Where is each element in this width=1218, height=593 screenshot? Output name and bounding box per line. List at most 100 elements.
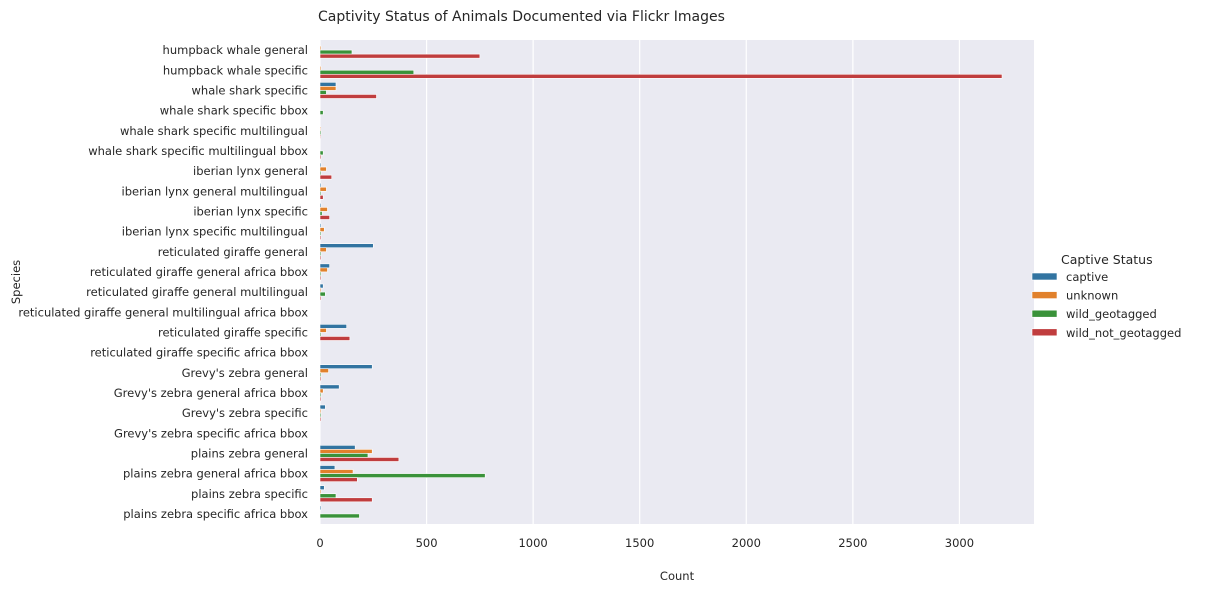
x-tick-label: 0 <box>316 536 323 550</box>
bar-wild_geotagged <box>319 170 322 176</box>
x-tick-label: 2000 <box>732 536 761 550</box>
x-tick-label: 2500 <box>838 536 867 550</box>
bar-unknown <box>319 126 321 132</box>
bar-wild_geotagged <box>319 251 322 257</box>
y-tick-label: whale shark specific <box>192 83 309 97</box>
y-tick-label: reticulated giraffe general multilingual <box>86 285 308 299</box>
bar-captive <box>319 243 374 249</box>
x-tick-label: 3000 <box>945 536 974 550</box>
bar-unknown <box>319 227 325 232</box>
bar-wild_not_geotagged <box>319 295 322 301</box>
bar-wild_geotagged <box>319 110 324 115</box>
bar-unknown <box>319 287 322 293</box>
bar-captive <box>319 485 325 491</box>
y-tick-label: whale shark specific bbox <box>160 104 308 118</box>
bar-unknown <box>319 489 322 495</box>
bar-captive <box>319 82 337 87</box>
legend-label-wild_geotagged: wild_geotagged <box>1066 307 1157 321</box>
y-tick-label: plains zebra general <box>191 446 308 460</box>
bar-wild_geotagged <box>319 473 486 478</box>
y-tick-label: reticulated giraffe general <box>158 245 308 259</box>
bar-unknown <box>319 469 354 474</box>
y-tick-label: Grevy's zebra specific <box>182 406 308 420</box>
plot-area <box>320 40 1034 524</box>
x-tick-label: 500 <box>416 536 438 550</box>
bar-wild_geotagged <box>319 291 326 297</box>
bar-wild_not_geotagged <box>319 477 358 482</box>
bar-wild_not_geotagged <box>319 194 324 200</box>
bars <box>319 45 1003 519</box>
bar-captive <box>319 223 322 228</box>
bar-captive <box>319 384 340 390</box>
y-tick-label: Grevy's zebra general africa bbox <box>114 386 308 400</box>
bar-unknown <box>319 267 328 273</box>
bar-unknown <box>319 388 324 394</box>
y-tick-label: humpback whale general <box>163 43 308 57</box>
bar-unknown <box>319 368 329 374</box>
y-tick-label: reticulated giraffe general africa bbox <box>90 265 308 279</box>
bar-wild_geotagged <box>319 211 323 216</box>
y-axis-title: Species <box>9 260 23 304</box>
bar-wild_not_geotagged <box>319 174 333 180</box>
legend-label-wild_not_geotagged: wild_not_geotagged <box>1066 326 1181 340</box>
bar-wild_geotagged <box>319 49 353 55</box>
legend-swatch-unknown <box>1031 291 1058 299</box>
y-tick-label: reticulated giraffe general multilingual… <box>18 305 308 319</box>
bar-captive <box>319 404 326 410</box>
bar-captive <box>319 283 324 289</box>
legend-title: Captive Status <box>1061 252 1153 267</box>
bar-unknown <box>319 247 327 253</box>
y-tick-label: whale shark specific multilingual <box>120 124 308 138</box>
bar-wild_not_geotagged <box>319 134 321 140</box>
bar-wild_geotagged <box>319 513 360 519</box>
x-tick-label: 1000 <box>518 536 547 550</box>
bar-wild_not_geotagged <box>319 255 322 261</box>
bar-wild_not_geotagged <box>319 154 322 160</box>
bar-wild_not_geotagged <box>319 235 322 240</box>
bar-unknown <box>319 449 373 454</box>
y-tick-label: plains zebra specific africa bbox <box>123 507 308 521</box>
bar-captive <box>319 263 330 269</box>
bar-wild_not_geotagged <box>319 376 322 382</box>
bar-captive <box>319 182 322 188</box>
chart-title: Captivity Status of Animals Documented v… <box>318 9 725 25</box>
bar-wild_not_geotagged <box>319 336 351 341</box>
bar-wild_not_geotagged <box>319 215 330 220</box>
bar-wild_geotagged <box>319 90 327 95</box>
bar-unknown <box>319 65 322 71</box>
legend-label-captive: captive <box>1066 270 1108 284</box>
bar-wild_not_geotagged <box>319 416 322 422</box>
bar-wild_geotagged <box>319 372 322 378</box>
legend-swatch-wild_geotagged <box>1031 309 1058 318</box>
bar-wild_geotagged <box>319 231 322 236</box>
bar-wild_geotagged <box>319 190 322 196</box>
y-tick-label: iberian lynx general <box>193 164 308 178</box>
bar-wild_geotagged <box>319 392 322 398</box>
bar-wild_geotagged <box>319 130 322 136</box>
y-tick-label: reticulated giraffe specific <box>158 325 308 339</box>
bar-wild_not_geotagged <box>319 53 481 59</box>
x-tick-labels: 0 500 1000 1500 2000 2500 3000 <box>316 536 974 550</box>
bar-unknown <box>319 45 322 51</box>
bar-wild_geotagged <box>319 493 337 499</box>
bar-captive <box>319 203 322 208</box>
legend: Captive Status captive unknown wild_geotag… <box>1031 252 1181 340</box>
bar-wild_not_geotagged <box>319 73 1003 79</box>
x-tick-label: 1500 <box>625 536 654 550</box>
bar-wild_not_geotagged <box>319 275 322 281</box>
bar-wild_not_geotagged <box>319 497 373 503</box>
legend-label-unknown: unknown <box>1066 289 1118 303</box>
y-tick-label: Grevy's zebra specific africa bbox <box>114 426 308 440</box>
y-tick-label: whale shark specific multilingual bbox <box>88 144 308 158</box>
legend-swatch-wild_not_geotagged <box>1031 328 1058 337</box>
y-tick-label: reticulated giraffe specific africa bbox <box>90 346 308 360</box>
bar-captive <box>319 505 322 511</box>
bar-wild_geotagged <box>319 332 322 337</box>
bar-wild_geotagged <box>319 69 415 75</box>
gridlines <box>319 40 961 524</box>
bar-wild_not_geotagged <box>319 396 322 402</box>
y-tick-label: iberian lynx general multilingual <box>122 184 309 198</box>
bar-wild_geotagged <box>319 150 324 156</box>
y-tick-labels: humpback whale general humpback whale spe… <box>18 43 308 521</box>
